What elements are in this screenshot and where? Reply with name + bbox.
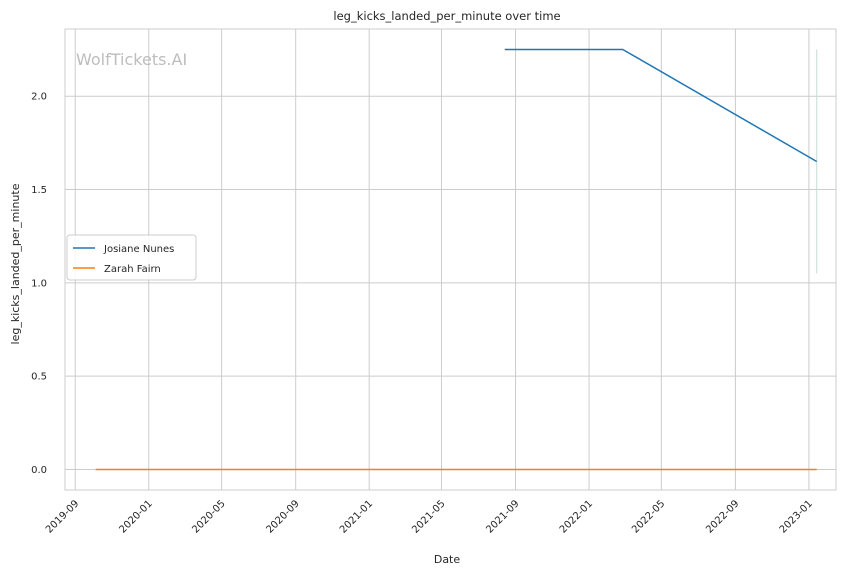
x-tick-label: 2021-01: [338, 498, 375, 535]
legend: Josiane Nunes Zarah Fairn: [66, 234, 197, 281]
y-tick-label: 0.5: [31, 372, 47, 383]
watermark-text: WolfTickets.AI: [76, 50, 187, 69]
y-axis-label: leg_kicks_landed_per_minute: [9, 183, 22, 344]
x-tick-labels: 2019-09 2020-01 2020-05 2020-09 2021-01 2021-…: [44, 498, 815, 535]
series-line-josiane-nunes: [504, 48, 818, 163]
plot-frame: [64, 28, 837, 491]
legend-box: [66, 234, 197, 281]
legend-label-zarah-fairn: Zarah Fairn: [104, 264, 161, 275]
chart-title: leg_kicks_landed_per_minute over time: [333, 9, 560, 23]
legend-label-josiane-nunes: Josiane Nunes: [103, 244, 174, 255]
x-tick-label: 2021-05: [410, 498, 447, 535]
series-lines: [95, 48, 818, 471]
x-tick-label: 2022-09: [704, 498, 741, 535]
x-tick-label: 2022-01: [558, 498, 595, 535]
x-tick-label: 2023-01: [778, 498, 815, 535]
x-tick-label: 2020-05: [190, 498, 227, 535]
x-tick-label: 2022-05: [630, 498, 667, 535]
y-tick-labels: 0.0 0.5 1.0 1.5 2.0: [31, 92, 47, 476]
y-tick-label: 1.0: [31, 278, 47, 289]
x-axis-label: Date: [434, 553, 461, 566]
y-tick-label: 2.0: [31, 92, 47, 103]
x-tick-label: 2021-09: [484, 498, 521, 535]
x-tick-label: 2019-09: [44, 498, 81, 535]
x-tick-label: 2020-01: [118, 498, 155, 535]
y-tick-label: 0.0: [31, 465, 47, 476]
x-tick-label: 2020-09: [264, 498, 301, 535]
y-tick-label: 1.5: [31, 185, 47, 196]
